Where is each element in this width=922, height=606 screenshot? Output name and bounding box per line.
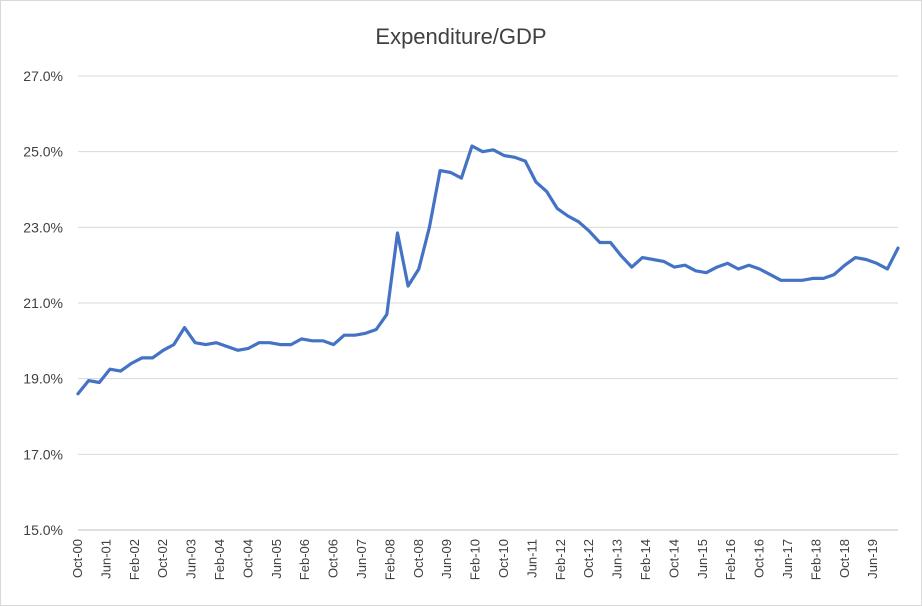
y-tick-label: 27.0% [23, 68, 63, 84]
y-tick-label: 23.0% [23, 219, 63, 235]
x-tick-label: Jun-05 [269, 539, 284, 579]
x-tick-label: Oct-02 [155, 539, 170, 578]
x-tick-label: Oct-10 [496, 539, 511, 578]
x-tick-label: Oct-08 [411, 539, 426, 578]
series-line-expenditure-gdp [76, 144, 900, 396]
y-tick-label: 15.0% [23, 522, 63, 538]
x-tick-label: Oct-16 [752, 539, 767, 578]
x-tick-label: Feb-14 [638, 539, 653, 580]
y-tick-label: 17.0% [23, 446, 63, 462]
x-tick-label: Oct-04 [240, 539, 255, 578]
y-tick-label: 21.0% [23, 295, 63, 311]
x-tick-label: Oct-14 [666, 539, 681, 578]
x-tick-label: Jun-19 [865, 539, 880, 579]
x-tick-label: Jun-11 [524, 539, 539, 578]
x-tick-label: Feb-06 [297, 539, 312, 580]
x-tick-label: Oct-06 [326, 539, 341, 578]
y-axis-ticks: 15.0% 17.0% 19.0% 21.0% 23.0% 25.0% 27.0% [23, 68, 63, 538]
gridlines [78, 75, 898, 531]
x-tick-label: Oct-00 [70, 539, 85, 578]
x-tick-label: Jun-03 [184, 539, 199, 579]
series-layer [76, 144, 900, 396]
x-tick-label: Feb-18 [808, 539, 823, 580]
x-tick-label: Oct-18 [837, 539, 852, 578]
x-tick-label: Jun-07 [354, 539, 369, 579]
x-tick-label: Oct-12 [581, 539, 596, 578]
x-tick-label: Feb-08 [382, 539, 397, 580]
y-tick-label: 19.0% [23, 371, 63, 387]
x-axis-ticks: Oct-00 Jun-01 Feb-02 Oct-02 Jun-03 Feb-04 Oct-… [70, 539, 880, 580]
x-tick-label: Feb-04 [212, 539, 227, 580]
x-tick-label: Jun-13 [610, 539, 625, 579]
x-tick-label: Jun-17 [780, 539, 795, 579]
x-tick-label: Feb-10 [468, 539, 483, 580]
x-tick-label: Jun-09 [439, 539, 454, 579]
chart-title: Expenditure/GDP [375, 24, 546, 49]
y-tick-label: 25.0% [23, 144, 63, 160]
x-tick-label: Feb-02 [127, 539, 142, 580]
x-tick-label: Feb-12 [553, 539, 568, 580]
x-tick-label: Jun-15 [695, 539, 710, 579]
x-tick-label: Jun-01 [98, 539, 113, 579]
x-tick-label: Feb-16 [723, 539, 738, 580]
